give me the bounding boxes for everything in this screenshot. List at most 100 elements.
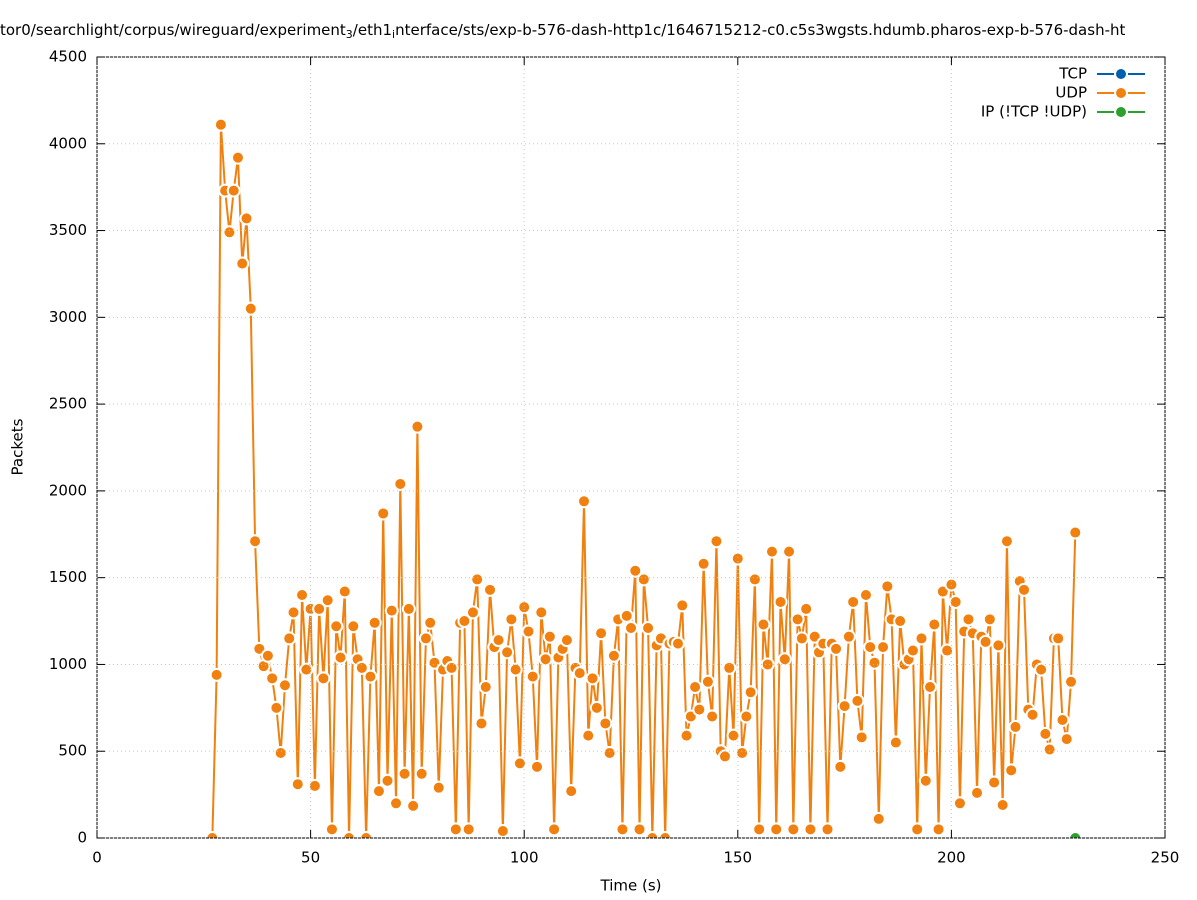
data-point (594, 626, 609, 641)
x-tick-label: 50 (301, 849, 320, 867)
data-point (517, 600, 532, 615)
data-point (564, 784, 579, 799)
data-point (376, 506, 391, 521)
data-point (384, 603, 399, 618)
data-point (307, 778, 322, 793)
data-point (995, 798, 1010, 813)
data-point (406, 798, 421, 813)
data-point (696, 556, 711, 571)
data-point (205, 831, 220, 838)
data-point (679, 728, 694, 743)
data-point (803, 822, 818, 837)
x-axis-label: Time (s) (600, 877, 662, 895)
data-point (418, 631, 433, 646)
data-point (628, 563, 643, 578)
data-point (867, 655, 882, 670)
data-point (260, 648, 275, 663)
data-point (265, 671, 280, 686)
data-point (1059, 732, 1074, 747)
plot-frame (96, 56, 1166, 839)
data-point (504, 612, 519, 627)
data-point (1034, 662, 1049, 677)
data-point (982, 612, 997, 627)
data-point (670, 636, 685, 651)
data-point (512, 756, 527, 771)
legend-label: UDP (1055, 84, 1087, 102)
data-point (786, 822, 801, 837)
data-point (705, 709, 720, 724)
y-tick-label: 3000 (49, 308, 87, 326)
data-point (841, 629, 856, 644)
data-point (948, 594, 963, 609)
data-point (658, 831, 673, 838)
data-point (675, 598, 690, 613)
data-point (829, 641, 844, 656)
data-point (1051, 631, 1066, 646)
data-point (820, 822, 835, 837)
data-point (248, 534, 263, 549)
data-point (905, 643, 920, 658)
data-point (542, 629, 557, 644)
data-point (1042, 742, 1057, 757)
data-point (735, 745, 750, 760)
data-point (846, 594, 861, 609)
data-point (401, 601, 416, 616)
data-point (534, 605, 549, 620)
data-point (918, 773, 933, 788)
data-point (363, 669, 378, 684)
data-point (491, 633, 506, 648)
data-point (235, 256, 250, 271)
data-point (799, 601, 814, 616)
data-point (559, 633, 574, 648)
data-point (880, 579, 895, 594)
title-segment: /eth1 (353, 21, 392, 39)
data-point (1025, 707, 1040, 722)
data-point (700, 674, 715, 689)
data-point (337, 584, 352, 599)
data-point (893, 614, 908, 629)
data-point (342, 831, 357, 838)
data-point (581, 728, 596, 743)
plot-area (205, 117, 1083, 838)
data-point (530, 759, 545, 774)
data-point (1008, 719, 1023, 734)
x-tick-label: 0 (92, 849, 102, 867)
y-tick-label: 4000 (49, 134, 87, 152)
data-point (577, 494, 592, 509)
y-axis-label: Packets (9, 418, 27, 475)
data-point (850, 693, 865, 708)
legend-marker (1114, 67, 1128, 81)
data-point (645, 831, 660, 838)
data-point (615, 822, 630, 837)
data-point (619, 608, 634, 623)
data-point (752, 822, 767, 837)
data-point (213, 117, 228, 132)
data-point (282, 631, 297, 646)
data-point (777, 652, 792, 667)
data-point (978, 634, 993, 649)
data-point (709, 534, 724, 549)
data-point (286, 605, 301, 620)
data-point (367, 615, 382, 630)
data-point (329, 619, 344, 634)
data-point (688, 680, 703, 695)
x-tick-label: 150 (723, 849, 752, 867)
y-tick-label: 3500 (49, 221, 87, 239)
data-point (495, 824, 510, 838)
data-point (239, 211, 254, 226)
y-tick-label: 2500 (49, 395, 87, 413)
data-point (1068, 831, 1083, 838)
x-tick-label: 100 (510, 849, 539, 867)
data-point (320, 593, 335, 608)
data-point (525, 669, 540, 684)
y-tick-label: 2000 (49, 481, 87, 499)
data-point (739, 709, 754, 724)
data-point (692, 702, 707, 717)
data-point (312, 601, 327, 616)
data-point (602, 745, 617, 760)
legend-label: IP (!TCP !UDP) (981, 103, 1087, 121)
data-point (1055, 712, 1070, 727)
data-point (410, 419, 425, 434)
data-point (572, 666, 587, 681)
